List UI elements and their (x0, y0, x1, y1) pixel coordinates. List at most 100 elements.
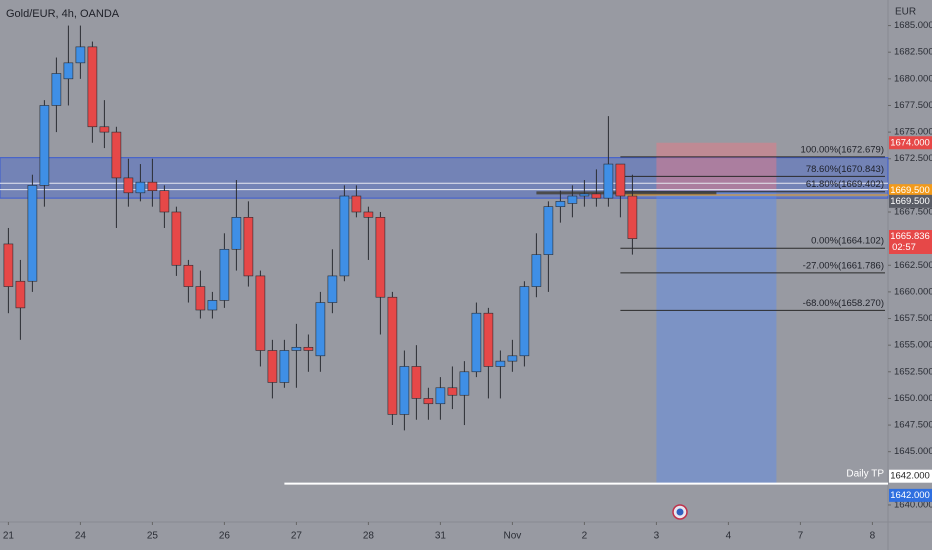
candle-body (579, 193, 590, 197)
x-tick-label: 26 (219, 531, 231, 542)
price-tag-label: 1669.500 (890, 196, 930, 207)
candle-body (27, 185, 38, 282)
y-tick-label: 1655.000 (894, 340, 932, 351)
y-tick-label: 1662.500 (894, 260, 932, 271)
candle-body (387, 296, 398, 415)
candle-body (219, 248, 230, 301)
target-label: Daily TP (846, 468, 884, 479)
candle-body (255, 275, 266, 351)
y-tick-label: 1650.000 (894, 393, 932, 404)
candle-body (315, 302, 326, 357)
y-tick-label: 1675.000 (894, 127, 932, 138)
candle-body (135, 181, 146, 194)
y-tick-label: 1672.500 (894, 153, 932, 164)
candle-body (627, 195, 638, 239)
price-tag-label: 1665.836 (890, 231, 930, 242)
candle-body (207, 300, 218, 311)
candle-body (267, 350, 278, 383)
y-tick-label: 1682.500 (894, 47, 932, 58)
price-tag (889, 488, 932, 502)
candle-body (567, 195, 578, 204)
y-tick-label: 1657.500 (894, 313, 932, 324)
y-tick-label: 1640.000 (894, 499, 932, 510)
candle-body (87, 46, 98, 128)
candle-body (231, 217, 242, 250)
candle-body (399, 366, 410, 415)
candle-body (495, 360, 506, 367)
candle-body (363, 211, 374, 218)
candle-body (447, 387, 458, 396)
candle-body (459, 371, 470, 396)
candle-body (15, 280, 26, 309)
candle-body (123, 177, 134, 194)
candle-body (591, 193, 602, 199)
candle-body (243, 217, 254, 277)
candle-body (171, 211, 182, 266)
fib-label: 78.60%(1670.843) (806, 164, 884, 175)
candle-body (279, 350, 290, 383)
candle-body (483, 312, 494, 367)
candle-body (471, 312, 482, 373)
fib-label: -68.00%(1658.270) (803, 298, 884, 309)
candle-body (327, 275, 338, 303)
candle-body (159, 190, 170, 213)
candle-body (339, 195, 350, 277)
x-tick-label: 2 (582, 531, 588, 542)
candle-body (615, 163, 626, 197)
price-tag (889, 136, 932, 150)
x-tick-label: 24 (75, 531, 87, 542)
position-risk (656, 142, 777, 191)
candle-body (555, 201, 566, 207)
candle-body (39, 105, 50, 186)
price-tag-label: 1642.000 (890, 471, 930, 482)
price-tag (889, 469, 932, 483)
x-tick-label: 27 (291, 531, 303, 542)
y-tick-label: 1685.000 (894, 20, 932, 31)
candle-body (75, 46, 86, 64)
fib-label: 61.80%(1669.402) (806, 179, 884, 190)
candle-body (63, 62, 74, 80)
x-tick-label: 4 (726, 531, 732, 542)
x-tick-label: Nov (504, 531, 522, 542)
candle-body (507, 355, 518, 362)
x-tick-label: 8 (870, 531, 876, 542)
candle-body (147, 181, 158, 191)
y-tick-label: 1680.000 (894, 73, 932, 84)
candle-body (291, 346, 302, 351)
candle-body (195, 286, 206, 311)
candle-body (543, 206, 554, 255)
x-tick-label: 7 (798, 531, 804, 542)
y-tick-label: 1645.000 (894, 446, 932, 457)
candle-body (303, 346, 314, 351)
candle-body (603, 163, 614, 199)
candle-body (3, 243, 14, 287)
y-tick-label: 1647.500 (894, 420, 932, 431)
candle-body (351, 195, 362, 213)
price-tag (889, 194, 932, 208)
candle-body (411, 366, 422, 399)
event-icon-dot (676, 508, 684, 516)
candle-body (183, 264, 194, 287)
x-tick-label: 31 (435, 531, 447, 542)
fib-label: 0.00%(1664.102) (811, 236, 884, 247)
price-tag-label: 1674.000 (890, 137, 930, 148)
candle-body (375, 217, 386, 298)
candle-body (435, 387, 446, 405)
candle-body (519, 286, 530, 357)
currency-label: EUR (895, 7, 916, 18)
y-tick-label: 1652.500 (894, 366, 932, 377)
position-reward (656, 190, 777, 484)
candle-body (531, 254, 542, 287)
price-tag-countdown: 02:57 (892, 242, 916, 253)
candle-body (99, 126, 110, 133)
fib-label: -27.00%(1661.786) (803, 260, 884, 271)
y-tick-label: 1677.500 (894, 100, 932, 111)
price-tag (889, 229, 932, 254)
candle-body (111, 131, 122, 179)
candle-body (51, 73, 62, 106)
x-tick-label: 25 (147, 531, 159, 542)
chart-title: Gold/EUR, 4h, OANDA (6, 8, 120, 20)
candle-body (423, 398, 434, 405)
